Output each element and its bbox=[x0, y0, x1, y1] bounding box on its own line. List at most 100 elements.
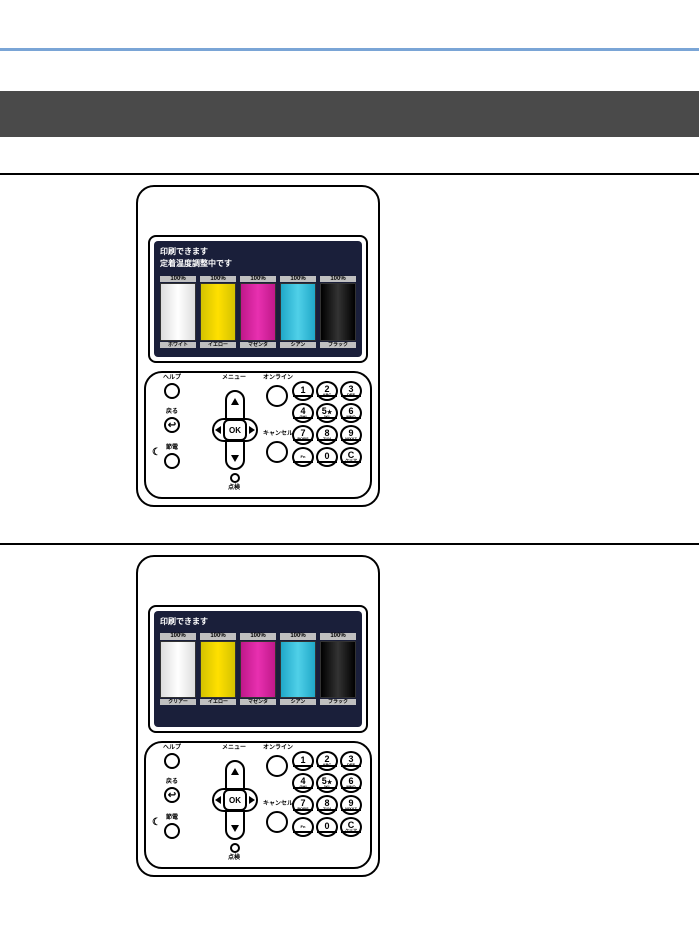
keypad-key-3[interactable]: 3DEF bbox=[340, 751, 362, 771]
toner-label: イエロー bbox=[200, 699, 236, 705]
key-divider bbox=[317, 439, 337, 441]
keypad-key-9[interactable]: 9WXYZ bbox=[340, 795, 362, 815]
lcd-frame: 印刷できます 定着温度調整中です 100%ホワイト100%イエロー100%マゼン… bbox=[148, 235, 368, 363]
menu-label: メニュー bbox=[216, 745, 252, 751]
online-button[interactable] bbox=[266, 385, 288, 407]
key-divider bbox=[293, 395, 313, 397]
panel-holder-2: 印刷できます 100%クリアー100%イエロー100%マゼンタ100%シアン10… bbox=[0, 555, 699, 877]
status-line-1: 印刷できます bbox=[160, 617, 356, 627]
help-label: ヘルプ bbox=[160, 745, 184, 751]
cancel-label: キャンセル bbox=[260, 431, 296, 437]
keypad-key-4[interactable]: 4GHI bbox=[292, 773, 314, 793]
check-led bbox=[230, 843, 240, 853]
key-divider bbox=[293, 765, 313, 767]
ok-button[interactable]: OK bbox=[223, 789, 247, 811]
toner-label: ブラック bbox=[320, 342, 356, 348]
keypad-key-9[interactable]: 9WXYZ bbox=[340, 425, 362, 445]
key-divider bbox=[317, 809, 337, 811]
toner-gauge: 100% シアン bbox=[280, 633, 316, 705]
toner-bar bbox=[160, 283, 196, 340]
toner-gauge: 100%マゼンタ bbox=[240, 276, 276, 348]
cancel-button[interactable] bbox=[266, 441, 288, 463]
key-divider bbox=[341, 417, 361, 419]
keypad-key-Fn[interactable]: Fn bbox=[292, 817, 314, 837]
key-divider bbox=[341, 787, 361, 789]
back-icon: ↩ bbox=[168, 790, 176, 801]
help-button[interactable] bbox=[164, 753, 180, 769]
keypad-key-1[interactable]: 1 bbox=[292, 751, 314, 771]
numeric-keypad: 12ABC3DEF 4GHI5★JKL6MNO 7PQRS8TUV9WXYZ Fn0C… bbox=[292, 381, 364, 467]
toner-percent: 100% bbox=[320, 633, 356, 640]
toner-row: 100%クリアー100%イエロー100%マゼンタ100%シアン100%ブラック bbox=[160, 633, 356, 705]
arrow-right-icon bbox=[249, 796, 255, 804]
toner-percent: 100% bbox=[200, 276, 236, 283]
power-save-button[interactable] bbox=[164, 453, 180, 469]
printer-control-panel-2: 印刷できます 100%クリアー100%イエロー100%マゼンタ100%シアン10… bbox=[136, 555, 380, 877]
power-label: 節電 bbox=[162, 445, 182, 451]
toner-gauge: 100%イエロー bbox=[200, 276, 236, 348]
key-divider bbox=[341, 765, 361, 767]
cancel-label: キャンセル bbox=[260, 801, 296, 807]
keypad-key-C[interactable]: Cクリア bbox=[340, 817, 362, 837]
keypad-key-2[interactable]: 2ABC bbox=[316, 381, 338, 401]
keypad-key-0[interactable]: 0 bbox=[316, 447, 338, 467]
key-divider bbox=[317, 831, 337, 833]
online-button[interactable] bbox=[266, 755, 288, 777]
keypad-key-5[interactable]: 5★JKL bbox=[316, 403, 338, 423]
toner-row: 100%ホワイト100%イエロー100%マゼンタ100%シアン100%ブラック bbox=[160, 276, 356, 348]
keypad-key-6[interactable]: 6MNO bbox=[340, 773, 362, 793]
keypad-key-4[interactable]: 4GHI bbox=[292, 403, 314, 423]
keypad-key-8[interactable]: 8TUV bbox=[316, 795, 338, 815]
toner-bar bbox=[280, 641, 316, 698]
cancel-button[interactable] bbox=[266, 811, 288, 833]
keypad-key-3[interactable]: 3DEF bbox=[340, 381, 362, 401]
toner-gauge: 100%クリアー bbox=[160, 633, 196, 705]
toner-label: クリアー bbox=[160, 699, 196, 705]
moon-icon: ☾ bbox=[152, 817, 161, 828]
key-divider bbox=[317, 417, 337, 419]
toner-label: ホワイト bbox=[160, 342, 196, 348]
menu-label: メニュー bbox=[216, 375, 252, 381]
button-area: ヘルプ戻る↩☾節電点検メニューオンラインキャンセルOK12ABC3DEF4GHI… bbox=[144, 371, 372, 499]
blue-divider bbox=[0, 48, 699, 51]
toner-gauge: 100%シアン bbox=[280, 276, 316, 348]
help-label: ヘルプ bbox=[160, 375, 184, 381]
page: 印刷できます 定着温度調整中です 100%ホワイト100%イエロー100%マゼン… bbox=[0, 48, 699, 877]
status-line-1: 印刷できます bbox=[160, 247, 356, 257]
back-button[interactable]: ↩ bbox=[164, 787, 180, 803]
numeric-keypad: 1 2ABC3DEF 4GHI5★JKL6MNO 7PQRS8TUV9WXYZ Fn 0 C… bbox=[292, 751, 364, 837]
key-divider bbox=[341, 439, 361, 441]
toner-bar bbox=[280, 283, 316, 340]
key-divider bbox=[317, 765, 337, 767]
key-divider bbox=[293, 831, 313, 833]
keypad-key-Fn[interactable]: Fn bbox=[292, 447, 314, 467]
keypad-key-7[interactable]: 7PQRS bbox=[292, 795, 314, 815]
online-label: オンライン bbox=[260, 745, 296, 751]
toner-label: シアン bbox=[280, 699, 316, 705]
toner-percent: 100% bbox=[280, 633, 316, 640]
check-label: 点検 bbox=[222, 485, 246, 491]
keypad-key-5[interactable]: 5★JKL bbox=[316, 773, 338, 793]
key-number: 0 bbox=[324, 823, 329, 830]
key-number: 1 bbox=[300, 757, 305, 764]
power-save-button[interactable] bbox=[164, 823, 180, 839]
key-divider bbox=[293, 417, 313, 419]
keypad-key-1[interactable]: 1 bbox=[292, 381, 314, 401]
keypad-key-7[interactable]: 7PQRS bbox=[292, 425, 314, 445]
keypad-key-8[interactable]: 8TUV bbox=[316, 425, 338, 445]
key-divider bbox=[293, 787, 313, 789]
thin-divider-2 bbox=[0, 543, 699, 545]
key-divider bbox=[341, 809, 361, 811]
keypad-key-C[interactable]: Cクリア bbox=[340, 447, 362, 467]
ok-button[interactable]: OK bbox=[223, 419, 247, 441]
toner-gauge: 100%マゼンタ bbox=[240, 633, 276, 705]
section-heading-band bbox=[0, 91, 699, 137]
back-label: 戻る bbox=[162, 779, 182, 785]
help-button[interactable] bbox=[164, 383, 180, 399]
toner-percent: 100% bbox=[160, 276, 196, 283]
keypad-key-0[interactable]: 0 bbox=[316, 817, 338, 837]
toner-percent: 100% bbox=[280, 276, 316, 283]
keypad-key-2[interactable]: 2ABC bbox=[316, 751, 338, 771]
keypad-key-6[interactable]: 6MNO bbox=[340, 403, 362, 423]
back-button[interactable]: ↩ bbox=[164, 417, 180, 433]
